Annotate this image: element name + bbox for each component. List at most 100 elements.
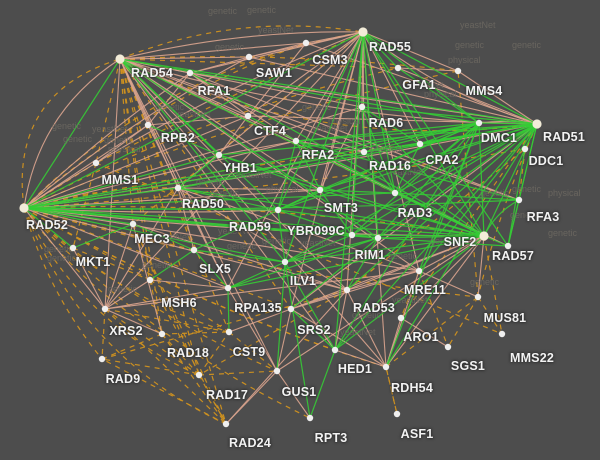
- edge-physical[interactable]: [225, 370, 278, 425]
- node-ybr099c[interactable]: [348, 231, 356, 239]
- edge-genetic[interactable]: [119, 58, 134, 225]
- edge-yeastnet[interactable]: [227, 287, 230, 333]
- edge-physical[interactable]: [23, 140, 297, 209]
- node-rim1[interactable]: [374, 234, 382, 242]
- node-rad55[interactable]: [358, 27, 368, 37]
- node-mre11[interactable]: [415, 267, 423, 275]
- edge-yeastnet[interactable]: [23, 207, 379, 239]
- edge-physical[interactable]: [149, 279, 229, 289]
- edge-yeastnet[interactable]: [277, 209, 286, 263]
- edge-yeastnet[interactable]: [284, 123, 538, 263]
- edge-yeastnet[interactable]: [277, 123, 538, 211]
- edge-yeastnet[interactable]: [276, 261, 286, 372]
- edge-yeastnet[interactable]: [363, 151, 485, 237]
- edge-genetic[interactable]: [23, 207, 292, 310]
- edge-genetic[interactable]: [149, 279, 227, 425]
- edge-genetic[interactable]: [132, 223, 200, 376]
- edge-genetic[interactable]: [119, 56, 459, 72]
- edge-genetic[interactable]: [23, 207, 278, 372]
- edge-yeastnet[interactable]: [277, 140, 297, 211]
- edge-yeastnet[interactable]: [277, 209, 353, 236]
- node-rfa2[interactable]: [292, 137, 300, 145]
- node-rad17[interactable]: [195, 371, 203, 379]
- edge-genetic[interactable]: [72, 247, 151, 281]
- node-aro1[interactable]: [397, 314, 405, 322]
- edge-yeastnet[interactable]: [119, 58, 480, 124]
- edge-physical[interactable]: [23, 31, 364, 209]
- edge-yeastnet[interactable]: [351, 31, 364, 236]
- edge-yeastnet[interactable]: [189, 72, 485, 237]
- edge-yeastnet[interactable]: [363, 143, 421, 153]
- edge-yeastnet[interactable]: [290, 237, 379, 310]
- node-rad51[interactable]: [532, 119, 542, 129]
- edge-physical[interactable]: [119, 58, 365, 153]
- edge-physical[interactable]: [23, 207, 106, 310]
- edge-physical[interactable]: [248, 42, 307, 58]
- edge-physical[interactable]: [189, 72, 249, 117]
- node-rdh54[interactable]: [382, 363, 390, 371]
- edge-physical[interactable]: [362, 31, 459, 72]
- edge-yeastnet[interactable]: [362, 31, 485, 237]
- node-rad9[interactable]: [98, 355, 106, 363]
- edge-yeastnet[interactable]: [507, 148, 526, 247]
- edge-yeastnet[interactable]: [295, 140, 321, 191]
- edge-genetic[interactable]: [101, 333, 163, 360]
- edge-physical[interactable]: [119, 58, 278, 372]
- edge-yeastnet[interactable]: [319, 123, 538, 191]
- edge-physical[interactable]: [362, 31, 421, 145]
- edge-physical[interactable]: [177, 187, 420, 272]
- edge-genetic[interactable]: [104, 308, 200, 376]
- edge-genetic[interactable]: [119, 58, 163, 335]
- edge-genetic[interactable]: [418, 270, 449, 348]
- edge-physical[interactable]: [23, 115, 249, 209]
- edge-physical[interactable]: [290, 235, 485, 310]
- edge-yeastnet[interactable]: [227, 237, 379, 289]
- edge-physical[interactable]: [23, 56, 250, 209]
- edge-yeastnet[interactable]: [119, 58, 286, 263]
- edge-yeastnet[interactable]: [385, 122, 480, 368]
- edge-physical[interactable]: [119, 31, 364, 60]
- edge-genetic[interactable]: [477, 296, 503, 335]
- node-mkt1[interactable]: [69, 244, 77, 252]
- node-rad24[interactable]: [222, 420, 230, 428]
- edge-physical[interactable]: [23, 207, 229, 289]
- edge-physical[interactable]: [132, 223, 348, 291]
- edge-genetic[interactable]: [23, 207, 227, 425]
- edge-yeastnet[interactable]: [193, 249, 229, 289]
- edge-yeastnet[interactable]: [319, 122, 480, 191]
- edge-physical[interactable]: [397, 67, 459, 72]
- edge-physical[interactable]: [23, 207, 348, 291]
- edge-yeastnet[interactable]: [419, 122, 480, 145]
- edge-yeastnet[interactable]: [218, 123, 538, 156]
- edge-genetic[interactable]: [23, 207, 103, 360]
- edge-yeastnet[interactable]: [177, 187, 279, 211]
- edge-physical[interactable]: [295, 140, 365, 153]
- edge-yeastnet[interactable]: [149, 249, 195, 281]
- edge-physical[interactable]: [295, 31, 364, 142]
- edge-yeastnet[interactable]: [295, 140, 520, 201]
- node-rad59[interactable]: [274, 206, 282, 214]
- edge-genetic[interactable]: [104, 308, 230, 333]
- node-rad50[interactable]: [174, 184, 182, 192]
- edge-yeastnet[interactable]: [23, 192, 396, 209]
- node-mms4[interactable]: [454, 67, 462, 75]
- edge-physical[interactable]: [362, 31, 420, 272]
- edge-yeastnet[interactable]: [362, 31, 379, 239]
- edge-yeastnet[interactable]: [247, 115, 485, 237]
- edge-yeastnet[interactable]: [351, 123, 538, 236]
- node-mec3[interactable]: [129, 220, 137, 228]
- node-csm3[interactable]: [302, 39, 310, 47]
- edge-physical[interactable]: [119, 56, 250, 60]
- node-rfa1[interactable]: [186, 69, 194, 77]
- edge-physical[interactable]: [189, 72, 297, 142]
- node-mms1[interactable]: [92, 159, 100, 167]
- edge-physical[interactable]: [119, 42, 307, 60]
- edge-physical[interactable]: [218, 115, 249, 156]
- edge-genetic[interactable]: [477, 123, 538, 298]
- edge-yeastnet[interactable]: [277, 209, 485, 237]
- edge-genetic[interactable]: [23, 207, 479, 298]
- edge-yeastnet[interactable]: [351, 234, 485, 237]
- edge-physical[interactable]: [225, 289, 348, 425]
- edge-yeastnet[interactable]: [227, 261, 286, 289]
